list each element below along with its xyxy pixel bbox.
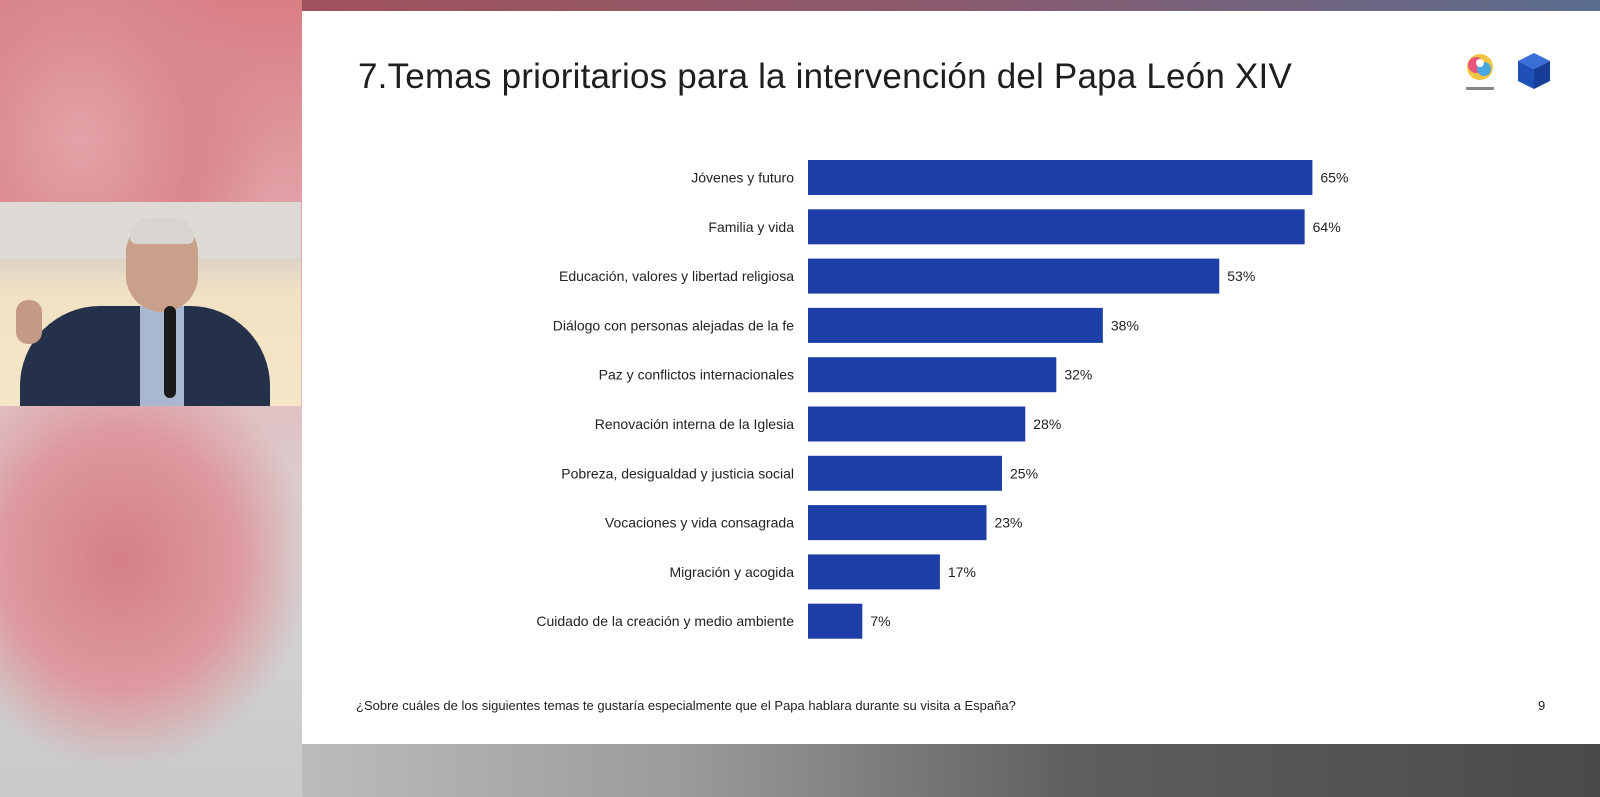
survey-question: ¿Sobre cuáles de los siguientes temas te… xyxy=(356,698,1016,713)
page-number: 9 xyxy=(1538,698,1546,713)
value-label: 53% xyxy=(1227,268,1255,284)
category-label: Vocaciones y vida consagrada xyxy=(605,515,794,531)
bar xyxy=(808,357,1057,393)
value-label: 7% xyxy=(870,613,890,629)
background-bottom xyxy=(302,744,1600,797)
microphone-icon xyxy=(164,306,176,398)
bar xyxy=(808,258,1220,294)
value-label: 64% xyxy=(1313,219,1341,235)
category-label: Educación, valores y libertad religiosa xyxy=(559,268,794,284)
background-top xyxy=(302,0,1600,11)
bar xyxy=(808,160,1313,195)
bar xyxy=(808,406,1026,442)
bar-chart: Jóvenes y futuro 65% Familia y vida 64% Educ… xyxy=(536,160,1348,639)
value-label: 32% xyxy=(1064,367,1092,383)
speaker-hand xyxy=(16,300,42,344)
value-label: 38% xyxy=(1111,317,1139,333)
bar xyxy=(808,455,1002,491)
bar xyxy=(808,209,1305,245)
bar xyxy=(808,505,987,541)
category-label: Migración y acogida xyxy=(669,564,794,580)
bar xyxy=(808,554,940,590)
category-label: Renovación interna de la Iglesia xyxy=(595,416,794,432)
value-label: 23% xyxy=(994,515,1022,531)
event-logo-icon xyxy=(1466,54,1494,90)
speaker-shirt xyxy=(140,306,184,406)
value-label: 28% xyxy=(1033,416,1061,432)
bar xyxy=(808,307,1103,343)
value-label: 17% xyxy=(948,564,976,580)
category-label: Diálogo con personas alejadas de la fe xyxy=(553,317,794,333)
category-label: Familia y vida xyxy=(708,219,794,235)
bar xyxy=(808,603,863,639)
value-label: 25% xyxy=(1010,465,1038,481)
category-label: Cuidado de la creación y medio ambiente xyxy=(536,613,794,629)
speaker-video xyxy=(0,202,301,406)
category-label: Pobreza, desigualdad y justicia social xyxy=(561,465,794,481)
presentation-slide: 7.Temas prioritarios para la intervenció… xyxy=(302,11,1600,744)
cube-logo-icon xyxy=(1518,53,1550,89)
category-label: Jóvenes y futuro xyxy=(691,170,794,186)
slide-title: 7.Temas prioritarios para la intervenció… xyxy=(358,57,1292,96)
value-label: 65% xyxy=(1320,170,1348,186)
category-label: Paz y conflictos internacionales xyxy=(599,367,794,383)
speaker-hair xyxy=(130,218,194,244)
